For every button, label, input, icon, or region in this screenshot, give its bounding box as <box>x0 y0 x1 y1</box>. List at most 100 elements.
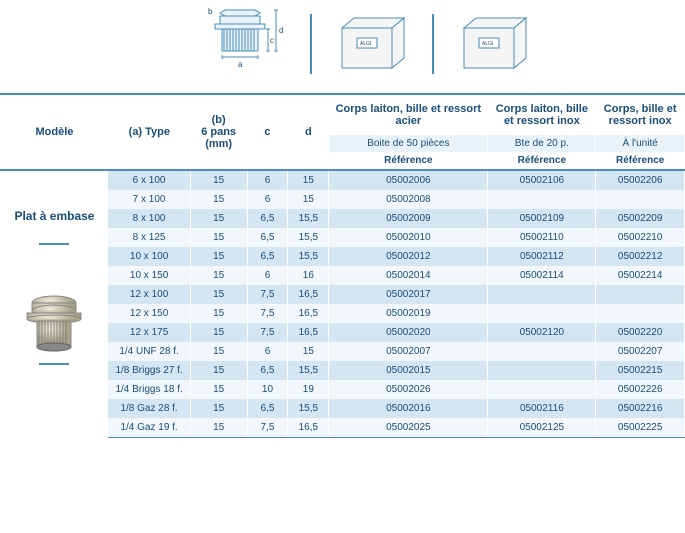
cell-ref3: 05002212 <box>596 247 685 266</box>
cell-b: 15 <box>190 247 247 266</box>
cell-c: 6 <box>247 190 288 209</box>
cell-ref2: 05002112 <box>488 247 596 266</box>
technical-drawing: b a c d <box>190 5 290 83</box>
cell-d: 15,5 <box>288 228 329 247</box>
cell-type: 1/4 UNF 28 f. <box>108 342 190 361</box>
cell-b: 15 <box>190 285 247 304</box>
cell-ref1: 05002007 <box>329 342 488 361</box>
cell-ref3: 05002210 <box>596 228 685 247</box>
cell-b: 15 <box>190 170 247 190</box>
product-table: Modèle (a) Type (b) 6 pans (mm) c d Corp… <box>0 93 685 438</box>
cell-b: 15 <box>190 323 247 342</box>
cell-ref1: 05002026 <box>329 380 488 399</box>
cell-b: 15 <box>190 342 247 361</box>
cell-ref1: 05002010 <box>329 228 488 247</box>
cell-d: 15,5 <box>288 247 329 266</box>
cell-ref2: 05002120 <box>488 323 596 342</box>
cell-type: 7 x 100 <box>108 190 190 209</box>
cell-ref2: 05002116 <box>488 399 596 418</box>
cell-type: 6 x 100 <box>108 170 190 190</box>
cell-type: 8 x 100 <box>108 209 190 228</box>
dim-a-label: a <box>238 60 243 69</box>
cell-ref1: 05002009 <box>329 209 488 228</box>
cell-d: 16 <box>288 266 329 285</box>
cell-ref2 <box>488 190 596 209</box>
cell-ref2 <box>488 304 596 323</box>
th-modele: Modèle <box>1 94 109 170</box>
cell-b: 15 <box>190 190 247 209</box>
cell-type: 1/4 Briggs 18 f. <box>108 380 190 399</box>
cell-type: 12 x 150 <box>108 304 190 323</box>
cell-b: 15 <box>190 228 247 247</box>
cell-d: 16,5 <box>288 418 329 438</box>
th-col3-sub: À l'unité <box>596 135 685 152</box>
cell-c: 6 <box>247 170 288 190</box>
cell-c: 7,5 <box>247 304 288 323</box>
cell-ref2: 05002106 <box>488 170 596 190</box>
cell-c: 6,5 <box>247 209 288 228</box>
th-col1-title: Corps laiton, bille et ressort acier <box>329 94 488 135</box>
cell-type: 12 x 100 <box>108 285 190 304</box>
cell-ref3 <box>596 285 685 304</box>
cell-b: 15 <box>190 380 247 399</box>
cell-c: 6 <box>247 342 288 361</box>
th-ref1: Référence <box>329 152 488 170</box>
cell-ref2: 05002125 <box>488 418 596 438</box>
cell-ref3 <box>596 304 685 323</box>
cell-d: 16,5 <box>288 285 329 304</box>
cell-ref1: 05002019 <box>329 304 488 323</box>
product-image <box>19 285 89 355</box>
cell-type: 12 x 175 <box>108 323 190 342</box>
cell-ref2 <box>488 361 596 380</box>
cell-c: 6,5 <box>247 361 288 380</box>
th-b: (b) 6 pans (mm) <box>190 94 247 170</box>
cell-c: 7,5 <box>247 285 288 304</box>
cell-c: 6,5 <box>247 399 288 418</box>
cell-ref2 <box>488 285 596 304</box>
cell-ref3: 05002206 <box>596 170 685 190</box>
cell-ref1: 05002014 <box>329 266 488 285</box>
cell-type: 10 x 150 <box>108 266 190 285</box>
th-col2-sub: Bte de 20 p. <box>488 135 596 152</box>
cell-ref1: 05002020 <box>329 323 488 342</box>
cell-c: 6,5 <box>247 228 288 247</box>
box-diagram-1: ALGI <box>332 13 412 76</box>
cell-c: 7,5 <box>247 323 288 342</box>
cell-d: 15 <box>288 190 329 209</box>
cell-ref1: 05002012 <box>329 247 488 266</box>
cell-ref3: 05002226 <box>596 380 685 399</box>
cell-ref1: 05002006 <box>329 170 488 190</box>
cell-ref3: 05002207 <box>596 342 685 361</box>
cell-ref3: 05002215 <box>596 361 685 380</box>
cell-ref3: 05002225 <box>596 418 685 438</box>
cell-d: 15,5 <box>288 209 329 228</box>
cell-b: 15 <box>190 209 247 228</box>
th-ref2: Référence <box>488 152 596 170</box>
cell-ref1: 05002015 <box>329 361 488 380</box>
cell-d: 15,5 <box>288 361 329 380</box>
table-row: Plat à embase6 x 10015615050020060500210… <box>1 170 685 190</box>
divider-icon <box>39 243 69 245</box>
cell-type: 1/8 Gaz 28 f. <box>108 399 190 418</box>
cell-d: 15 <box>288 342 329 361</box>
cell-ref3: 05002216 <box>596 399 685 418</box>
dim-d-label: d <box>279 26 283 35</box>
cell-c: 7,5 <box>247 418 288 438</box>
cell-b: 15 <box>190 361 247 380</box>
cell-d: 19 <box>288 380 329 399</box>
cell-ref1: 05002016 <box>329 399 488 418</box>
th-d: d <box>288 94 329 170</box>
cell-type: 8 x 125 <box>108 228 190 247</box>
dim-c-label: c <box>270 36 274 45</box>
cell-ref1: 05002025 <box>329 418 488 438</box>
th-c: c <box>247 94 288 170</box>
cell-ref2: 05002109 <box>488 209 596 228</box>
cell-d: 15 <box>288 170 329 190</box>
modele-label: Plat à embase <box>5 209 105 223</box>
cell-ref2: 05002110 <box>488 228 596 247</box>
th-ref3: Référence <box>596 152 685 170</box>
modele-cell: Plat à embase <box>1 170 109 438</box>
box-label-2: ALGI <box>482 41 493 47</box>
cell-ref3: 05002214 <box>596 266 685 285</box>
dim-b-label: b <box>208 7 213 16</box>
